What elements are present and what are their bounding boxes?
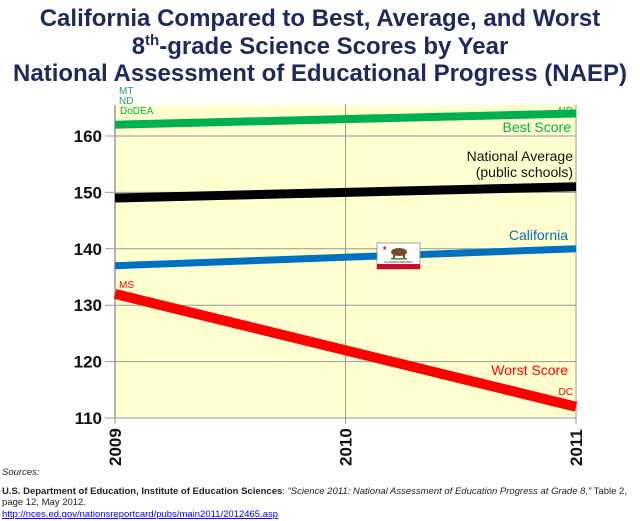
x-tick-label: 2011 <box>567 429 586 466</box>
title-line-2-text: -grade Science Scores by Year <box>159 33 508 60</box>
legend-national-average-sub: (public schools) <box>476 164 573 180</box>
flag-bear-leg <box>403 254 405 258</box>
legend-national-average: National Average <box>467 148 574 164</box>
title-ordinal: 8 <box>132 33 145 60</box>
title-line-1: California Compared to Best, Average, an… <box>40 5 601 32</box>
y-tick-label: 130 <box>74 296 102 315</box>
series-line-worst-score <box>113 289 578 412</box>
legend-best-score: Best Score <box>503 119 572 135</box>
title-ordinal-sup: th <box>145 32 159 49</box>
x-tick-label: 2010 <box>337 428 356 466</box>
y-tick-label: 160 <box>74 127 102 146</box>
source-report: “Science 2011: National Assessment of Ed… <box>288 486 592 497</box>
source-page: page 12, May 2012. <box>2 497 86 508</box>
flag-star: ★ <box>382 245 387 252</box>
legend-california: California <box>509 227 568 243</box>
source-citation: U.S. Department of Education, Institute … <box>2 486 627 497</box>
y-tick-label: 110 <box>75 409 102 428</box>
y-tick-label: 140 <box>74 240 102 259</box>
flag-grass <box>391 258 407 260</box>
source-link[interactable]: http://nces.ed.gov/nationsreportcard/pub… <box>2 509 278 520</box>
source-detail: Table 2, <box>591 486 627 497</box>
flag-bear-leg <box>393 254 395 258</box>
source-sep: : <box>282 486 287 497</box>
best-start-tag: DoDEA <box>120 106 154 117</box>
title-line-3: National Assessment of Educational Progr… <box>13 60 627 87</box>
worst-end-tag: DC <box>559 387 573 398</box>
series-line-california <box>114 245 577 270</box>
source-org: U.S. Department of Education, Institute … <box>2 486 282 497</box>
y-tick-label: 120 <box>74 353 102 372</box>
worst-start-tag: MS <box>119 280 134 291</box>
best-start-tag: MT <box>119 86 133 97</box>
legend-worst-score: Worst Score <box>491 362 568 378</box>
title-line-2: 8th-grade Science Scores by Year <box>132 32 509 60</box>
series-line-best-score <box>114 109 577 129</box>
series-line-national-average <box>114 182 577 203</box>
best-end-tag: ND <box>559 106 573 117</box>
sources-heading: Sources: <box>2 467 40 478</box>
y-tick-label: 150 <box>74 183 102 202</box>
x-tick-label: 2009 <box>106 428 125 466</box>
flag-stripe <box>377 264 420 269</box>
flag-text: CALIFORNIA REPUBLIC <box>384 260 413 264</box>
best-start-tag: ND <box>119 96 133 107</box>
